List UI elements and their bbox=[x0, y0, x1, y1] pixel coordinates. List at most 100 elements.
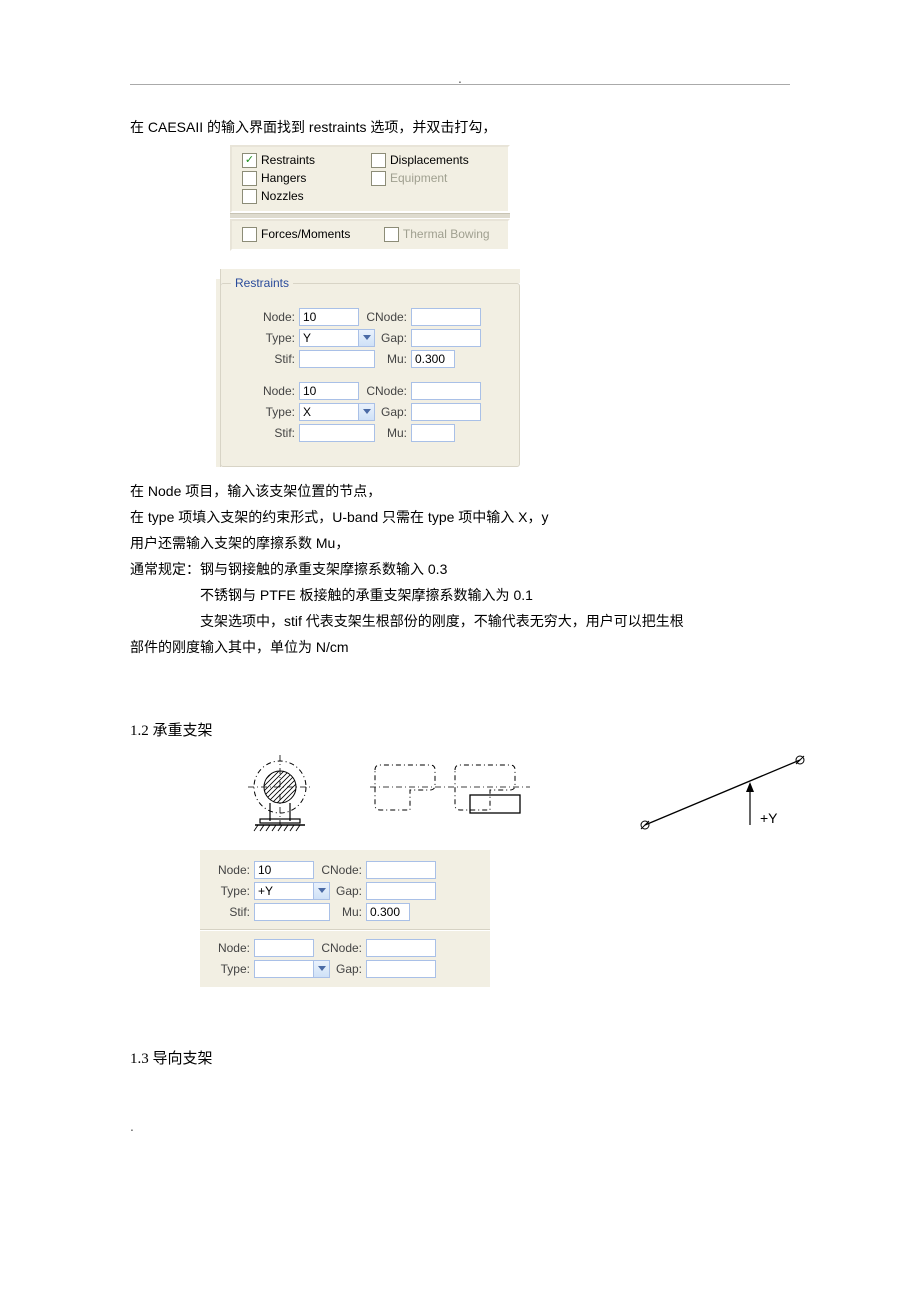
type-combo[interactable]: +Y bbox=[254, 882, 330, 900]
restraint-block-1: Node: 10 CNode: Type: Y Gap: bbox=[255, 308, 509, 368]
plain-restraint-panel: Node: 10 CNode: Type: +Y Gap: Stif: bbox=[200, 850, 490, 987]
checkbox-equipment: Equipment bbox=[371, 169, 500, 187]
type-combo[interactable] bbox=[254, 960, 330, 978]
checkbox-icon bbox=[371, 153, 386, 168]
node-label: Node: bbox=[210, 941, 250, 955]
gap-label: Gap: bbox=[379, 331, 407, 345]
mu-label: Mu: bbox=[334, 905, 362, 919]
checkbox-label: Equipment bbox=[390, 169, 447, 187]
chevron-down-icon[interactable] bbox=[359, 403, 375, 421]
type-combo[interactable]: X bbox=[299, 403, 375, 421]
cnode-input[interactable] bbox=[366, 939, 436, 957]
cnode-label: CNode: bbox=[363, 310, 407, 324]
chevron-down-icon[interactable] bbox=[314, 882, 330, 900]
checkbox-restraints[interactable]: Restraints bbox=[242, 151, 371, 169]
checkbox-forces-moments[interactable]: Forces/Moments bbox=[242, 225, 384, 243]
type-input[interactable]: X bbox=[299, 403, 359, 421]
cnode-label: CNode: bbox=[363, 384, 407, 398]
mu-input[interactable]: 0.300 bbox=[366, 903, 410, 921]
stif-label: Stif: bbox=[255, 426, 295, 440]
checkbox-icon bbox=[242, 153, 257, 168]
stif-input[interactable] bbox=[299, 424, 375, 442]
section-1-2-title: 1.2 承重支架 bbox=[130, 719, 790, 740]
checkbox-hangers[interactable]: Hangers bbox=[242, 169, 371, 187]
cnode-input[interactable] bbox=[411, 308, 481, 326]
support-drawing-3: +Y bbox=[630, 750, 820, 840]
checkbox-group-2: Forces/Moments Thermal Bowing bbox=[230, 219, 510, 251]
support-drawing-2 bbox=[360, 755, 540, 835]
paragraph: 在 Node 项目，输入该支架位置的节点， bbox=[130, 479, 790, 503]
node-input[interactable] bbox=[254, 939, 314, 957]
node-label: Node: bbox=[255, 384, 295, 398]
node-input[interactable]: 10 bbox=[299, 382, 359, 400]
checkbox-icon bbox=[242, 171, 257, 186]
footer-dot: . bbox=[130, 1118, 790, 1134]
paragraph: 在 type 项填入支架的约束形式，U-band 只需在 type 项中输入 X… bbox=[130, 505, 790, 529]
panel-divider bbox=[200, 929, 490, 931]
checkbox-label: Displacements bbox=[390, 151, 469, 169]
drawings-row: +Y bbox=[240, 750, 790, 840]
paragraph: 不锈钢与 PTFE 板接触的承重支架摩擦系数输入为 0.1 bbox=[130, 583, 790, 607]
checkbox-icon bbox=[384, 227, 399, 242]
header-rule bbox=[130, 84, 790, 85]
type-input[interactable]: Y bbox=[299, 329, 359, 347]
checkbox-icon bbox=[242, 227, 257, 242]
type-label: Type: bbox=[255, 331, 295, 345]
type-label: Type: bbox=[210, 962, 250, 976]
gap-input[interactable] bbox=[411, 403, 481, 421]
checkbox-label: Hangers bbox=[261, 169, 306, 187]
gap-input[interactable] bbox=[366, 960, 436, 978]
type-label: Type: bbox=[210, 884, 250, 898]
checkbox-label: Restraints bbox=[261, 151, 315, 169]
gap-label: Gap: bbox=[334, 962, 362, 976]
cnode-label: CNode: bbox=[318, 863, 362, 877]
mu-label: Mu: bbox=[379, 352, 407, 366]
cnode-label: CNode: bbox=[318, 941, 362, 955]
mu-input[interactable] bbox=[411, 424, 455, 442]
stif-label: Stif: bbox=[210, 905, 250, 919]
cnode-input[interactable] bbox=[411, 382, 481, 400]
node-input[interactable]: 10 bbox=[254, 861, 314, 879]
gap-label: Gap: bbox=[379, 405, 407, 419]
support-drawing-1 bbox=[240, 755, 330, 835]
checkbox-label: Nozzles bbox=[261, 187, 304, 205]
checkbox-label: Thermal Bowing bbox=[403, 225, 490, 243]
y-axis-label: +Y bbox=[760, 810, 778, 826]
page: . 在 CAESAII 的输入界面找到 restraints 选项，并双击打勾，… bbox=[0, 0, 920, 1174]
stif-input[interactable] bbox=[299, 350, 375, 368]
section-1-3-title: 1.3 导向支架 bbox=[130, 1047, 790, 1068]
checkbox-icon bbox=[371, 171, 386, 186]
node-input[interactable]: 10 bbox=[299, 308, 359, 326]
groupbox-legend: Restraints bbox=[231, 276, 293, 290]
paragraph: 用户还需输入支架的摩擦系数 Mu， bbox=[130, 531, 790, 555]
content: 在 CAESAII 的输入界面找到 restraints 选项，并双击打勾， R… bbox=[130, 115, 790, 1068]
paragraph: 部件的刚度输入其中，单位为 N/cm bbox=[130, 635, 790, 659]
gap-input[interactable] bbox=[366, 882, 436, 900]
stif-label: Stif: bbox=[255, 352, 295, 366]
mu-input[interactable]: 0.300 bbox=[411, 350, 455, 368]
type-combo[interactable]: Y bbox=[299, 329, 375, 347]
stif-input[interactable] bbox=[254, 903, 330, 921]
node-label: Node: bbox=[210, 863, 250, 877]
mu-label: Mu: bbox=[379, 426, 407, 440]
paragraph: 支架选项中，stif 代表支架生根部份的刚度，不输代表无穷大，用户可以把生根 bbox=[130, 609, 790, 633]
cnode-input[interactable] bbox=[366, 861, 436, 879]
chevron-down-icon[interactable] bbox=[314, 960, 330, 978]
restraints-groupbox: Restraints Node: 10 CNode: Type: Y bbox=[220, 283, 520, 467]
checkbox-icon bbox=[242, 189, 257, 204]
node-label: Node: bbox=[255, 310, 295, 324]
checkbox-thermal-bowing: Thermal Bowing bbox=[384, 225, 500, 243]
restraints-group-outer: Restraints Node: 10 CNode: Type: Y bbox=[220, 269, 520, 467]
checkbox-displacements[interactable]: Displacements bbox=[371, 151, 500, 169]
checkbox-nozzles[interactable]: Nozzles bbox=[242, 187, 371, 205]
type-input[interactable] bbox=[254, 960, 314, 978]
intro-paragraph: 在 CAESAII 的输入界面找到 restraints 选项，并双击打勾， bbox=[130, 115, 790, 139]
chevron-down-icon[interactable] bbox=[359, 329, 375, 347]
restraint-block-2: Node: 10 CNode: Type: X Gap: bbox=[255, 382, 509, 442]
checkbox-group-1: Restraints Displacements Hangers Equipme… bbox=[230, 145, 510, 213]
type-input[interactable]: +Y bbox=[254, 882, 314, 900]
gap-input[interactable] bbox=[411, 329, 481, 347]
type-label: Type: bbox=[255, 405, 295, 419]
gap-label: Gap: bbox=[334, 884, 362, 898]
checkbox-label: Forces/Moments bbox=[261, 225, 350, 243]
